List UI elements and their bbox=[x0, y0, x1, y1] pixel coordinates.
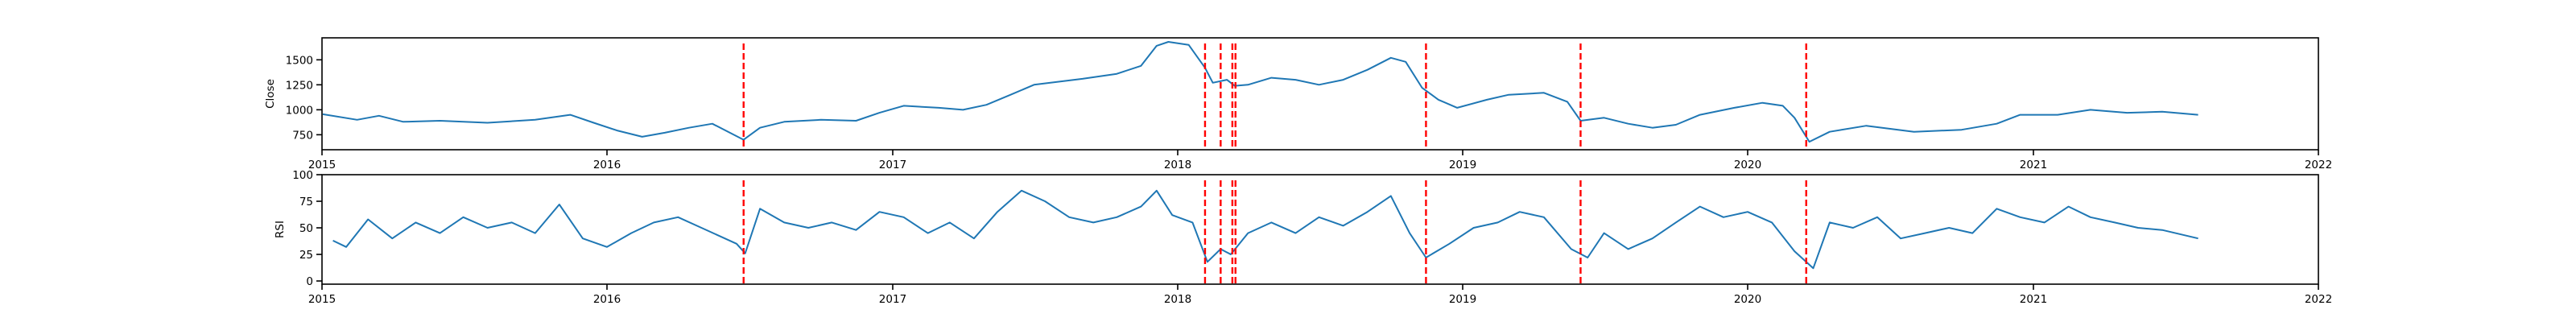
x-tick-label: 2022 bbox=[2305, 159, 2332, 171]
y-axis-label: RSI bbox=[274, 221, 287, 238]
x-tick-label: 2015 bbox=[308, 159, 336, 171]
x-tick-label: 2020 bbox=[1734, 159, 1761, 171]
series-line bbox=[332, 189, 2198, 270]
x-tick-label: 2016 bbox=[593, 159, 621, 171]
x-tick-label: 2019 bbox=[1449, 293, 1476, 306]
y-tick-label: 100 bbox=[292, 169, 313, 182]
x-tick-label: 2015 bbox=[308, 293, 336, 306]
series-line bbox=[322, 41, 2198, 143]
y-tick-label: 0 bbox=[306, 275, 313, 288]
y-tick-label: 75 bbox=[299, 196, 313, 208]
axes-frame bbox=[321, 37, 2319, 151]
price-panel: 750 1000 1250 1500 2015 2016 2017 2018 2019 2020 2… bbox=[264, 37, 2332, 171]
y-tick-label: 1250 bbox=[286, 79, 313, 92]
x-tick-label: 2022 bbox=[2305, 293, 2332, 306]
x-tick-label: 2017 bbox=[879, 159, 906, 171]
x-tick-label: 2018 bbox=[1164, 159, 1191, 171]
x-tick-label: 2021 bbox=[2020, 159, 2047, 171]
x-tick-label: 2019 bbox=[1449, 159, 1476, 171]
x-tick-label: 2021 bbox=[2020, 293, 2047, 306]
y-tick-label: 25 bbox=[299, 249, 313, 262]
y-tick-label: 1000 bbox=[286, 104, 313, 117]
axes-frame bbox=[321, 174, 2319, 285]
x-tick-label: 2016 bbox=[593, 293, 621, 306]
y-tick-label: 50 bbox=[299, 222, 313, 235]
rsi-panel: 0 25 50 75 100 2015 2016 2017 2018 2019 2020 2021 20… bbox=[274, 169, 2332, 306]
y-axis-label: Close bbox=[264, 79, 277, 109]
x-tick-label: 2020 bbox=[1734, 293, 1761, 306]
x-tick-label: 2017 bbox=[879, 293, 906, 306]
y-tick-label: 1500 bbox=[286, 54, 313, 67]
x-tick-label: 2018 bbox=[1164, 293, 1191, 306]
y-tick-label: 750 bbox=[292, 129, 313, 142]
